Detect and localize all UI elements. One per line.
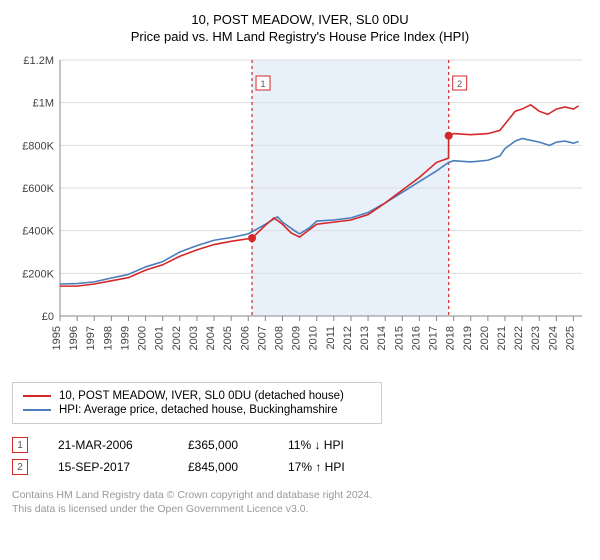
x-tick-label: 2006 <box>239 326 251 350</box>
legend-label: HPI: Average price, detached house, Buck… <box>59 404 338 416</box>
transaction-row: 1 21-MAR-2006 £365,000 11% ↓ HPI <box>12 434 588 456</box>
transaction-price: £365,000 <box>188 438 258 452</box>
x-tick-label: 2023 <box>530 326 542 350</box>
y-tick-label: £1M <box>33 98 54 110</box>
x-tick-label: 1999 <box>119 326 131 350</box>
x-tick-label: 2014 <box>376 326 388 350</box>
legend-swatch <box>23 395 51 397</box>
x-tick-label: 2017 <box>428 326 440 350</box>
transactions-table: 1 21-MAR-2006 £365,000 11% ↓ HPI 2 15-SEP-201… <box>12 434 588 478</box>
chart-area: £0 £200K £400K £600K £800K £1M £1.2M 1995 1996 19… <box>12 52 588 372</box>
chart-svg: £0 £200K £400K £600K £800K £1M £1.2M 1995 1996 19… <box>12 52 588 372</box>
x-tick-label: 2009 <box>291 326 303 350</box>
x-tick-label: 2016 <box>410 326 422 350</box>
x-tick-label: 2019 <box>462 326 474 350</box>
x-tick-label: 1998 <box>102 326 114 350</box>
legend-label: 10, POST MEADOW, IVER, SL0 0DU (detached… <box>59 390 344 402</box>
x-tick-label: 2020 <box>479 326 491 350</box>
x-tick-label: 2018 <box>445 326 457 350</box>
x-tick-label: 1995 <box>51 326 63 350</box>
y-tick-label: £400K <box>22 226 54 238</box>
x-tick-label: 2010 <box>308 326 320 350</box>
transaction-row: 2 15-SEP-2017 £845,000 17% ↑ HPI <box>12 456 588 478</box>
x-tick-label: 2008 <box>273 326 285 350</box>
chart-title-subtitle: Price paid vs. HM Land Registry's House … <box>12 29 588 44</box>
y-tick-label: £800K <box>22 140 54 152</box>
transaction-diff: 17% ↑ HPI <box>288 460 388 474</box>
transaction-marker-box: 1 <box>12 437 28 453</box>
x-tick-label: 2003 <box>188 326 200 350</box>
x-tick-label: 2001 <box>154 326 166 350</box>
legend-row: HPI: Average price, detached house, Buck… <box>23 403 371 417</box>
x-tick-label: 2002 <box>171 326 183 350</box>
x-tick-label: 2004 <box>205 326 217 350</box>
x-tick-label: 2007 <box>256 326 268 350</box>
y-tick-label: £200K <box>22 268 54 280</box>
x-tick-label: 2013 <box>359 326 371 350</box>
marker-number: 2 <box>457 79 462 89</box>
x-tick-label: 1996 <box>68 326 80 350</box>
y-tick-label: £600K <box>22 183 54 195</box>
x-tick-label: 2012 <box>342 326 354 350</box>
x-tick-label: 2011 <box>325 326 337 350</box>
x-tick-label: 2022 <box>513 326 525 350</box>
x-tick-label: 2021 <box>496 326 508 350</box>
x-tick-label: 1997 <box>85 326 97 350</box>
footnote-line2: This data is licensed under the Open Gov… <box>12 502 588 516</box>
transaction-price: £845,000 <box>188 460 258 474</box>
footnote: Contains HM Land Registry data © Crown c… <box>12 488 588 516</box>
legend-row: 10, POST MEADOW, IVER, SL0 0DU (detached… <box>23 389 371 403</box>
marker-number: 1 <box>261 79 266 89</box>
transaction-diff: 11% ↓ HPI <box>288 438 388 452</box>
x-tick-label: 2015 <box>393 326 405 350</box>
transaction-marker-box: 2 <box>12 459 28 475</box>
y-tick-label: £0 <box>42 311 54 323</box>
transaction-date: 15-SEP-2017 <box>58 460 158 474</box>
transaction-date: 21-MAR-2006 <box>58 438 158 452</box>
x-tick-label: 2024 <box>547 326 559 350</box>
y-tick-label: £1.2M <box>23 55 54 67</box>
chart-title-address: 10, POST MEADOW, IVER, SL0 0DU <box>12 12 588 27</box>
footnote-line1: Contains HM Land Registry data © Crown c… <box>12 488 588 502</box>
legend-swatch <box>23 409 51 411</box>
x-tick-label: 2005 <box>222 326 234 350</box>
x-tick-label: 2000 <box>137 326 149 350</box>
x-tick-label: 2025 <box>564 326 576 350</box>
legend: 10, POST MEADOW, IVER, SL0 0DU (detached… <box>12 382 382 424</box>
